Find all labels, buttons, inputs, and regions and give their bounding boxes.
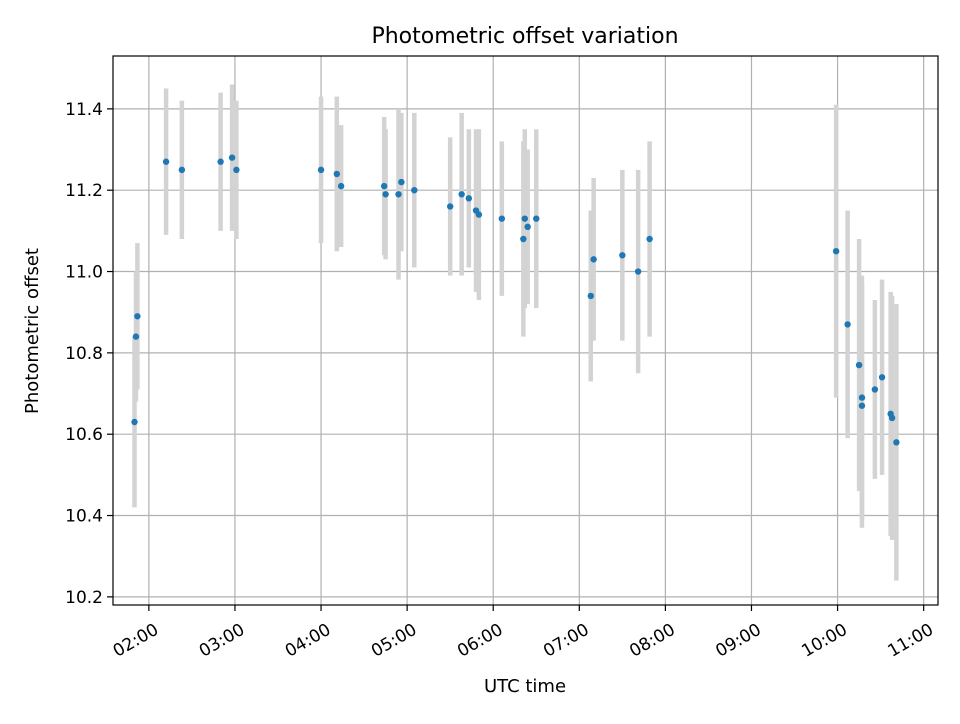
- data-point: [228, 154, 236, 161]
- data-point: [162, 158, 170, 165]
- data-point: [465, 195, 473, 202]
- chart-title: Photometric offset variation: [371, 24, 678, 49]
- data-point: [832, 248, 840, 255]
- y-tick-label: 11.0: [65, 263, 103, 283]
- grid-layer: [113, 56, 938, 605]
- data-point: [520, 235, 527, 243]
- data-point: [524, 223, 531, 230]
- data-point: [458, 191, 465, 198]
- y-tick-label: 10.4: [65, 507, 103, 527]
- data-point: [475, 211, 483, 218]
- data-point: [233, 166, 240, 174]
- data-point: [893, 439, 900, 446]
- data-point: [380, 182, 388, 190]
- data-point: [446, 203, 454, 210]
- data-point: [871, 386, 879, 393]
- data-point: [855, 361, 863, 369]
- data-point: [858, 402, 866, 409]
- y-tick-label: 10.6: [65, 425, 103, 445]
- y-tick-label: 10.8: [65, 344, 103, 364]
- y-tick-label: 11.4: [65, 100, 103, 120]
- y-tick-label: 11.2: [65, 181, 103, 201]
- y-tick-label: 10.2: [65, 588, 103, 608]
- data-point: [395, 191, 402, 198]
- data-point: [844, 321, 851, 328]
- data-point: [878, 374, 886, 381]
- x-axis-label: UTC time: [484, 676, 566, 697]
- data-point: [132, 333, 140, 340]
- data-point: [888, 414, 896, 422]
- data-point: [587, 292, 594, 300]
- data-point: [398, 178, 405, 186]
- data-point: [317, 166, 325, 174]
- data-point: [521, 215, 528, 222]
- data-point: [533, 215, 540, 222]
- data-point: [134, 313, 141, 320]
- data-point: [858, 394, 866, 401]
- data-point: [131, 418, 138, 426]
- data-point: [333, 170, 341, 178]
- data-point: [411, 187, 418, 194]
- point-layer: [131, 154, 900, 446]
- data-point: [382, 191, 389, 198]
- y-axis-label: Photometric offset: [22, 248, 43, 414]
- data-point: [337, 182, 345, 190]
- plot-frame: [112, 55, 939, 606]
- data-point: [498, 215, 506, 222]
- y-tick-layer: 10.2 10.4 10.6 10.8 11.0 11.2 11.4: [65, 100, 113, 608]
- data-point: [634, 268, 642, 275]
- data-point: [646, 235, 653, 243]
- data-point: [178, 166, 186, 174]
- data-point: [590, 256, 597, 263]
- data-point: [217, 158, 224, 165]
- data-point: [619, 252, 626, 259]
